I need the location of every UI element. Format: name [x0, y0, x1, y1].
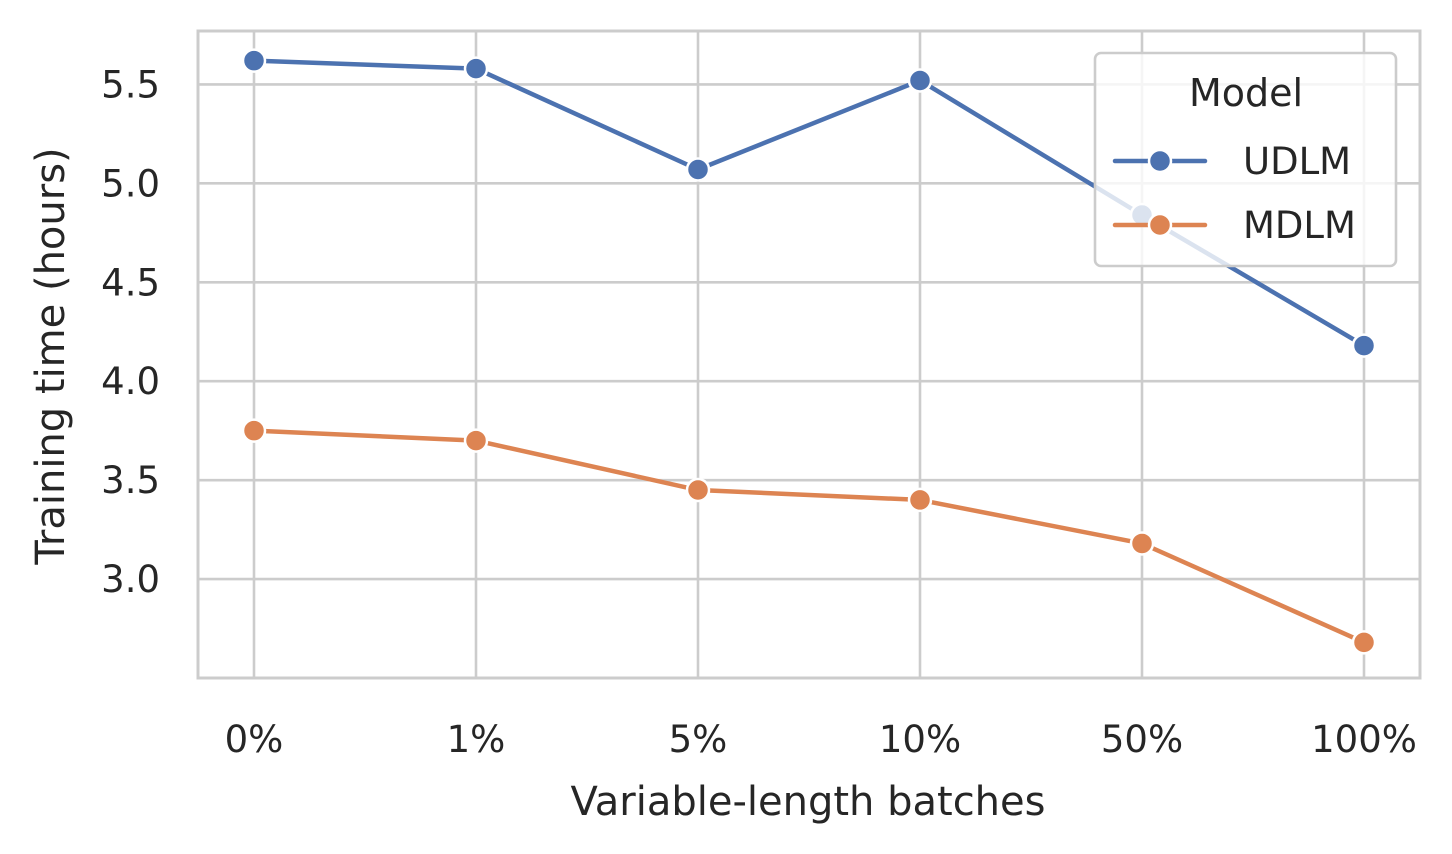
data-point	[463, 428, 489, 453]
legend-label: MDLM	[1243, 204, 1356, 247]
data-point	[685, 157, 711, 182]
data-point	[685, 477, 711, 503]
legend-marker	[1147, 212, 1173, 238]
x-tick-label: 10%	[879, 718, 961, 761]
legend-title: Model	[1189, 71, 1303, 115]
legend-box	[1093, 51, 1398, 268]
legend-items: UDLM MDLM	[1112, 140, 1356, 247]
data-point	[1351, 333, 1377, 358]
y-axis-title: Training time (hours)	[28, 147, 74, 565]
legend: Model UDLM MDLM	[1093, 51, 1398, 268]
legend-marker	[1147, 148, 1173, 174]
y-tick-label: 3.5	[101, 459, 160, 502]
y-tick-label: 5.0	[101, 162, 160, 205]
y-tick-label: 5.5	[101, 63, 160, 106]
x-tick-label: 1%	[447, 718, 506, 761]
data-point	[1129, 531, 1155, 556]
legend-label: UDLM	[1243, 140, 1351, 183]
legend-item: MDLM	[1112, 204, 1356, 247]
y-tick-label: 3.0	[101, 558, 160, 601]
y-tick-label: 4.0	[101, 360, 160, 403]
data-point	[907, 487, 933, 513]
data-point	[907, 68, 933, 93]
tick-labels: 0% 1% 5% 10% 50% 100% 3.0 3.5 4.0 4.5 5.0 5.5	[101, 63, 1417, 761]
data-point	[463, 56, 489, 81]
plot-frame	[196, 29, 1422, 680]
data-point	[1351, 630, 1377, 655]
data-point	[241, 48, 267, 73]
x-tick-label: 5%	[669, 718, 728, 761]
series-layer	[241, 48, 1377, 655]
data-point	[241, 418, 267, 443]
x-axis-title: Variable-length batches	[571, 779, 1046, 825]
x-tick-label: 0%	[225, 718, 284, 761]
series-mdlm	[241, 418, 1377, 655]
x-tick-label: 50%	[1101, 718, 1183, 761]
series-line	[251, 428, 1367, 645]
legend-item: UDLM	[1112, 140, 1351, 183]
x-tick-label: 100%	[1311, 718, 1417, 761]
y-tick-label: 4.5	[101, 261, 160, 304]
